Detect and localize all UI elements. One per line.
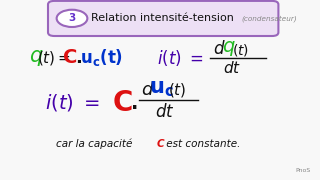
Text: $(t){=}$: $(t){=}$ [37, 49, 71, 67]
Text: Relation intensité-tension: Relation intensité-tension [91, 13, 234, 23]
Text: $(t)$: $(t)$ [232, 42, 249, 58]
Text: $\mathbf{C}$: $\mathbf{C}$ [62, 48, 77, 67]
Text: C: C [157, 139, 164, 149]
Text: 3: 3 [68, 13, 76, 23]
Text: $dt$: $dt$ [223, 60, 241, 76]
Text: $(t)$: $(t)$ [168, 81, 187, 99]
Text: est constante.: est constante. [163, 139, 240, 149]
Text: $\it{q}$: $\it{q}$ [222, 39, 236, 58]
Text: $\mathbf{u}_{\mathbf{c}}\mathbf{(t)}$: $\mathbf{u}_{\mathbf{c}}\mathbf{(t)}$ [80, 47, 123, 68]
Text: $dt$: $dt$ [155, 103, 175, 121]
Text: $d$: $d$ [141, 81, 154, 99]
Text: car la capacité: car la capacité [56, 139, 136, 149]
Text: $\mathbf{.}$: $\mathbf{.}$ [75, 49, 82, 67]
Text: $d$: $d$ [213, 40, 225, 58]
Text: $\mathit{i}(t)\ =$: $\mathit{i}(t)\ =$ [157, 48, 204, 68]
Text: $\mathbf{.}$: $\mathbf{.}$ [130, 94, 137, 113]
Text: (condensateur): (condensateur) [242, 16, 297, 22]
Text: PnoS: PnoS [295, 168, 310, 173]
Text: $\mathit{i}(t)\ =\ $: $\mathit{i}(t)\ =\ $ [45, 92, 100, 113]
Text: $\it{q}$: $\it{q}$ [29, 48, 43, 68]
Text: $\mathbf{C}$: $\mathbf{C}$ [112, 89, 132, 117]
Text: $\mathbf{u}_{\mathbf{c}}$: $\mathbf{u}_{\mathbf{c}}$ [149, 79, 173, 99]
